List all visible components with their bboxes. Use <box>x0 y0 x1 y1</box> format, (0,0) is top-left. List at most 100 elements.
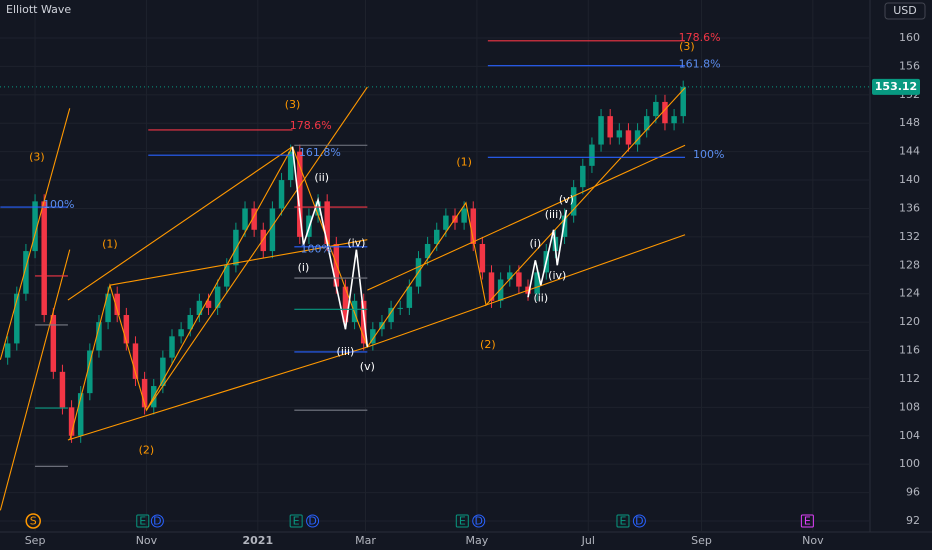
event-icon <box>289 514 303 528</box>
wave-label: (3) <box>29 150 45 163</box>
wave-label: (v) <box>559 193 574 206</box>
y-tick-label: 92 <box>906 514 920 527</box>
candle-body <box>671 116 677 124</box>
candle-body <box>507 272 513 280</box>
event-icon <box>306 514 320 528</box>
candle-body <box>516 272 522 287</box>
wave-label: (i) <box>298 261 310 274</box>
event-label: E <box>293 515 300 528</box>
y-tick-label: 108 <box>899 400 920 413</box>
drawing-line <box>145 86 368 411</box>
candle-body <box>114 293 120 316</box>
wave-label: (iii) <box>545 208 563 221</box>
candle-body <box>653 101 659 117</box>
wave-label: (i) <box>530 237 542 250</box>
event-icon <box>616 514 630 528</box>
y-tick-label: 112 <box>899 372 920 385</box>
x-tick-label: Mar <box>355 534 376 547</box>
candle-body <box>132 343 139 379</box>
candle-body <box>470 208 476 244</box>
y-tick-label: 160 <box>899 31 920 44</box>
y-tick-label: 116 <box>899 344 920 357</box>
wave-label: 178.6% <box>679 31 721 44</box>
candle-body <box>224 265 230 287</box>
candle-body <box>388 307 394 323</box>
candle-body <box>580 165 586 188</box>
candle-body <box>424 243 431 259</box>
y-tick-label: 128 <box>899 258 920 271</box>
x-tick-label: May <box>466 534 489 547</box>
drawing-line <box>291 146 369 348</box>
candle-body <box>607 116 613 138</box>
event-icon <box>136 514 150 528</box>
event-label: E <box>459 515 466 528</box>
candle-body <box>32 201 38 252</box>
candle-body <box>643 116 650 131</box>
candle-body <box>570 187 577 216</box>
plot-area: (3)100%(1)(2)(3)178.6%161.8%100%(ii)(i)(… <box>0 31 725 511</box>
wave-label: (iv) <box>347 236 365 249</box>
candle-body <box>141 378 148 408</box>
y-tick-label: 136 <box>899 201 920 214</box>
wave-label: 161.8% <box>299 146 341 159</box>
candle-body <box>68 407 75 436</box>
candle-body <box>360 300 367 344</box>
candle-body <box>433 229 440 244</box>
drawing-line <box>67 146 293 301</box>
candle-body <box>479 243 486 273</box>
last-price-label: 153.12 <box>875 80 917 93</box>
event-icon <box>632 514 646 528</box>
currency-box <box>884 2 926 20</box>
x-tick-label: Nov <box>136 534 158 547</box>
event-icon <box>800 514 814 528</box>
candle-body <box>169 336 175 358</box>
candle-body <box>87 350 93 394</box>
wave-label: (3) <box>679 40 695 53</box>
y-tick-label: 156 <box>899 59 920 72</box>
candle-body <box>370 329 376 344</box>
wave-label: (ii) <box>314 171 329 184</box>
drawing-line <box>0 108 71 360</box>
event-label: S <box>30 515 37 528</box>
candle-body <box>287 151 294 181</box>
drawing-line <box>367 234 686 348</box>
y-tick-label: 140 <box>899 173 920 186</box>
candle-body <box>4 343 11 358</box>
candle-body <box>205 300 212 308</box>
wave-label: (3) <box>285 98 301 111</box>
y-tick-label: 96 <box>906 486 920 499</box>
last-price-box <box>872 78 920 95</box>
candle-body <box>96 322 102 351</box>
candle-body <box>443 215 449 230</box>
wave-label: 100% <box>693 148 724 161</box>
candle-body <box>251 208 257 230</box>
candle-body <box>278 180 285 209</box>
event-label: D <box>474 515 482 528</box>
wave-label: 100% <box>43 198 74 211</box>
x-tick-label: Sep <box>25 534 46 547</box>
event-icon <box>455 514 469 528</box>
candle-body <box>598 116 604 145</box>
candle-body <box>269 208 276 252</box>
x-tick-label: Jul <box>581 534 595 547</box>
drawing-line <box>69 146 293 441</box>
candle-body <box>561 215 568 237</box>
wave-label: 100% <box>301 243 332 256</box>
candle-body <box>160 357 166 387</box>
candle-body <box>260 229 267 252</box>
candle-body <box>105 293 111 323</box>
wave-label: (1) <box>102 238 118 251</box>
candle-body <box>397 307 403 309</box>
event-label: E <box>139 515 146 528</box>
candle-body <box>187 315 193 330</box>
candle-body <box>662 101 668 124</box>
y-tick-label: 124 <box>899 287 920 300</box>
drawing-line <box>527 209 568 298</box>
wave-label: 178.6% <box>290 119 332 132</box>
candle-body <box>324 201 330 244</box>
candle-body <box>589 144 595 166</box>
x-tick-label: Nov <box>802 534 824 547</box>
candle-body <box>497 279 504 301</box>
